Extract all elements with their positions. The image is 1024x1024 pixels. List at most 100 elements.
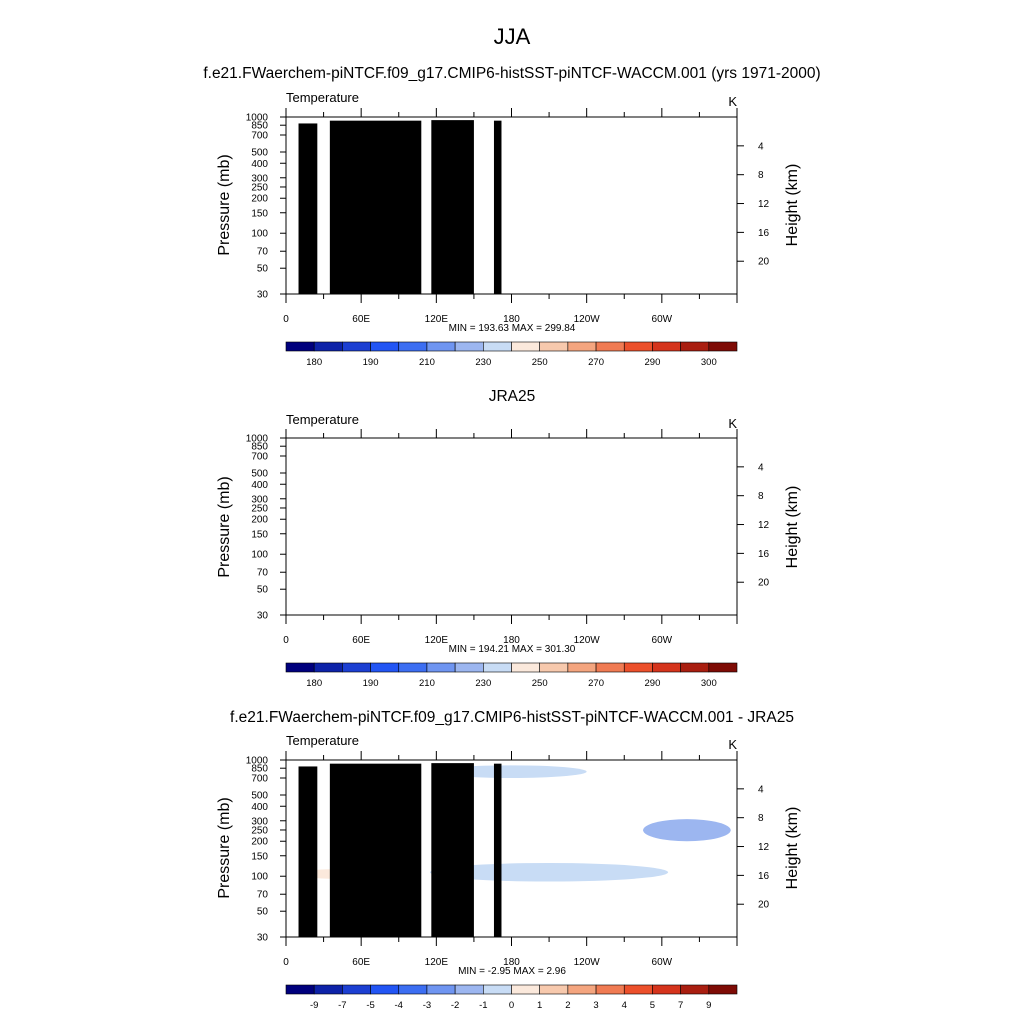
panel-difference-p-tick-label: 700 [251, 774, 268, 785]
panel-model-colorbar-label: 230 [475, 357, 491, 368]
panel-model-ticks: 3050701001502002503004005007008501000481… [246, 108, 770, 325]
panel-jra25: JRA25 3050701001502002503004005007008501… [216, 388, 801, 689]
panel-model-p-tick-label: 300 [251, 173, 268, 184]
figure-subtitle: f.e21.FWaerchem-piNTCF.f09_g17.CMIP6-his… [203, 65, 820, 82]
panel-jra25-p-tick-label: 400 [251, 480, 268, 491]
panel-jra25-ticks: 3050701001502002503004005007008501000481… [246, 429, 770, 646]
panel-difference-p-tick-label: 30 [257, 933, 269, 944]
panel-model-height-tick-label: 8 [758, 170, 764, 181]
panel-difference-p-tick-label: 500 [251, 790, 268, 801]
panel-difference-height-tick-label: 12 [758, 842, 770, 853]
panel-model-p-tick-label: 250 [251, 182, 268, 193]
panel-difference-heading: f.e21.FWaerchem-piNTCF.f09_g17.CMIP6-his… [230, 709, 794, 726]
panel-difference-topography [298, 763, 502, 937]
panel-difference-colorbar-label: 2 [565, 1000, 570, 1011]
panel-difference-height-tick-label: 16 [758, 871, 770, 882]
panel-difference-colorbar-swatch [708, 984, 738, 995]
panel-model-colorbar-swatch [652, 341, 681, 352]
panel-jra25-p-tick-label: 1000 [246, 434, 269, 445]
panel-jra25-height-tick-label: 4 [758, 462, 764, 473]
panel-model-colorbar-label: 270 [588, 357, 604, 368]
panel-difference-colorbar-label: -1 [479, 1000, 487, 1011]
panel-model-colorbar-swatch [539, 341, 569, 352]
panel-model-variable-label: Temperature [286, 90, 359, 105]
panel-difference-p-tick-label: 1000 [246, 756, 269, 767]
panel-jra25-colorbar-label: 270 [588, 678, 604, 689]
panel-model-p-tick-label: 850 [251, 121, 268, 132]
panel-model-colorbar-swatch [567, 341, 597, 352]
panel-jra25-colorbar-swatch [511, 662, 540, 673]
panel-model-height-tick-label: 16 [758, 228, 770, 239]
panel-model-colorbar-swatch [454, 341, 484, 352]
panel-difference-colorbar-label: -4 [395, 1000, 403, 1011]
panel-model: 3050701001502002503004005007008501000481… [216, 90, 801, 368]
panel-difference-colorbar-swatch [680, 984, 710, 995]
panel-difference-colorbar-swatch [426, 984, 456, 995]
panel-difference-topography-block [329, 763, 422, 937]
panel-difference-p-tick-label: 250 [251, 825, 268, 836]
figure-title: JJA [494, 24, 531, 49]
panel-difference-p-tick-label: 850 [251, 764, 268, 775]
panel-difference-ylabel-right: Height (km) [784, 807, 801, 890]
panel-difference-colorbar-swatch [313, 984, 343, 995]
panel-jra25-colorbar-swatch [652, 662, 681, 673]
panel-difference-colorbar-label: 3 [593, 1000, 598, 1011]
panel-jra25-stats: MIN = 194.21 MAX = 301.30 [449, 644, 576, 655]
panel-model-colorbar-swatch [285, 341, 315, 352]
panel-jra25-x-tick-label: 120E [425, 635, 449, 646]
panel-difference-colorbar-label: -9 [310, 1000, 318, 1011]
panel-jra25-x-tick-label: 180 [503, 635, 520, 646]
panel-model-x-tick-label: 60E [352, 314, 370, 325]
panel-jra25-colorbar-swatch [426, 662, 456, 673]
panel-jra25-colorbar-label: 300 [701, 678, 717, 689]
panel-difference-variable-label: Temperature [286, 733, 359, 748]
panel-model-topography-block [329, 120, 422, 294]
panel-difference-height-tick-label: 8 [758, 813, 764, 824]
panel-difference-colorbar-swatch [285, 984, 315, 995]
panel-model-colorbar-swatch [511, 341, 540, 352]
panel-difference-height-tick-label: 4 [758, 784, 764, 795]
panel-model-colorbar-label: 300 [701, 357, 717, 368]
panel-jra25-colorbar-swatch [623, 662, 653, 673]
panel-jra25-heading: JRA25 [489, 388, 536, 405]
panel-difference-colorbar-swatch [539, 984, 569, 995]
panel-model-topography-block [298, 123, 318, 294]
panel-jra25-units-label: K [728, 416, 737, 431]
panel-jra25-ylabel-right: Height (km) [784, 486, 801, 569]
panel-model-p-tick-label: 700 [251, 131, 268, 142]
panel-model-p-tick-label: 100 [251, 229, 268, 240]
panel-model-x-tick-label: 180 [503, 314, 520, 325]
panel-model-colorbar-swatch [313, 341, 343, 352]
panel-difference-colorbar-swatch [342, 984, 371, 995]
panel-difference-colorbar-swatch [483, 984, 512, 995]
panel-jra25-height-tick-label: 12 [758, 520, 770, 531]
panel-difference-colorbar-swatch [567, 984, 597, 995]
panel-jra25-colorbar-swatch [398, 662, 428, 673]
panel-jra25-frame [285, 437, 738, 616]
panel-jra25-x-tick-label: 0 [283, 635, 289, 646]
panel-jra25-p-tick-label: 250 [251, 503, 268, 514]
panel-model-height-tick-label: 20 [758, 257, 770, 268]
panel-jra25-colorbar-swatch [483, 662, 512, 673]
panel-jra25-p-tick-label: 200 [251, 515, 268, 526]
panel-model-colorbar-label: 180 [306, 357, 322, 368]
panel-model-colorbar-label: 210 [419, 357, 435, 368]
panel-difference-colorbar-swatch [511, 984, 540, 995]
panel-model-colorbar-swatch [623, 341, 653, 352]
panel-difference-colorbar-swatch [652, 984, 681, 995]
panel-jra25-p-tick-label: 30 [257, 611, 269, 622]
panel-model-colorbar-swatch [398, 341, 428, 352]
panel-difference-colorbar-label: 4 [622, 1000, 627, 1011]
panel-model-x-tick-label: 0 [283, 314, 289, 325]
panel-model-p-tick-label: 30 [257, 290, 269, 301]
panel-difference-p-tick-label: 200 [251, 837, 268, 848]
panel-jra25-height-tick-label: 8 [758, 491, 764, 502]
panel-difference-colorbar-label: 5 [650, 1000, 655, 1011]
panel-jra25-colorbar-label: 190 [363, 678, 379, 689]
panel-model-x-tick-label: 60W [652, 314, 673, 325]
panel-model-ylabel-right: Height (km) [784, 164, 801, 247]
panel-model-p-tick-label: 200 [251, 194, 268, 205]
panel-difference-p-tick-label: 300 [251, 816, 268, 827]
panel-jra25-variable-label: Temperature [286, 412, 359, 427]
panel-difference-colorbar-label: 0 [509, 1000, 514, 1011]
